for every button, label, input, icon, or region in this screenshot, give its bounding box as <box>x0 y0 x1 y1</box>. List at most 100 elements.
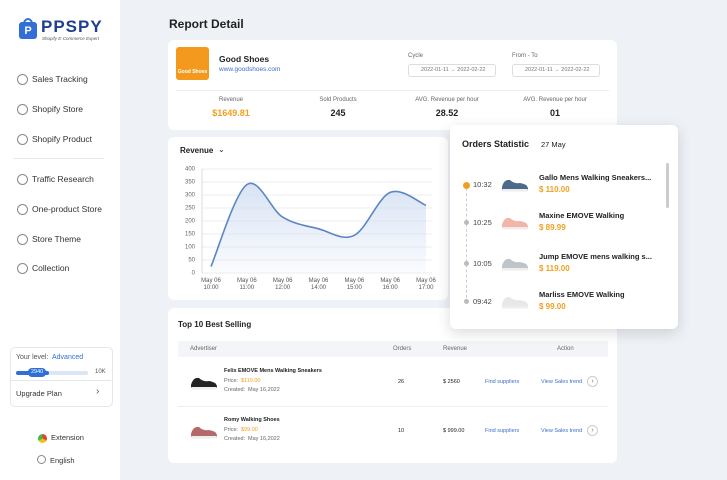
date-from: 2022-01-11 <box>525 67 553 73</box>
created-label: Created: <box>224 387 246 393</box>
nav-icon <box>17 104 28 115</box>
scrollbar <box>666 163 669 208</box>
y-tick-label: 100 <box>185 245 196 251</box>
x-tick-label: May 06 11:00 <box>236 278 257 291</box>
column-header: Action <box>557 346 574 352</box>
nav-icon <box>17 74 28 85</box>
panel-title: Orders Statistic <box>462 139 530 149</box>
logo-tagline: Shopify E-Commerce Expert <box>42 36 100 41</box>
metric-value: 245 <box>330 108 346 118</box>
section-title: Top 10 Best Selling <box>178 320 252 329</box>
language-select[interactable]: English <box>50 456 75 465</box>
page-title: Report Detail <box>169 17 244 31</box>
divider <box>14 158 104 159</box>
order-time: 10:05 <box>473 259 492 268</box>
order-price: $ 119.00 <box>539 264 570 273</box>
product-price: $119.00 <box>241 378 261 384</box>
revenue: $ 2560 <box>443 379 460 385</box>
nav-item[interactable]: Shopify Store <box>32 104 84 114</box>
chart-card: Revenue ⌄ 0 50 100 150 200 250 300 350 400 May 0… <box>168 137 448 300</box>
dropdown-caret[interactable]: ⌄ <box>218 145 225 154</box>
upgrade-plan[interactable]: Upgrade Plan <box>16 389 62 398</box>
area <box>211 183 426 273</box>
created-date: May 16,2022 <box>248 387 280 393</box>
orders-count: 26 <box>398 379 405 385</box>
line <box>210 182 427 267</box>
product-name: Felix EMOVE Mens Walking Sneakers <box>224 368 322 374</box>
store-logo-text: Good Shoes <box>177 69 208 75</box>
chevron: › <box>96 386 100 397</box>
chrome-icon <box>38 434 47 443</box>
product-name: Romy Walking Shoes <box>224 417 280 423</box>
order-name: Gallo Mens Walking Sneakers... <box>539 173 652 182</box>
product-image <box>502 296 528 309</box>
timeline-dot <box>464 299 469 304</box>
metric-label: Revenue <box>218 97 244 103</box>
column-header: Advertiser <box>190 346 218 352</box>
date-to: 2022-02-22 <box>561 67 590 73</box>
metric-label: Sold Products <box>319 97 357 103</box>
order-time: 10:25 <box>473 218 492 227</box>
row-arrow: › <box>587 425 598 436</box>
timeline <box>466 183 468 303</box>
nav-icon <box>17 234 28 245</box>
store-url[interactable]: www.goodshoes.com <box>219 66 281 73</box>
nav-item[interactable]: Store Theme <box>32 234 81 244</box>
view-trend[interactable]: View Sales trend <box>541 379 583 385</box>
product-image <box>191 426 217 439</box>
column-header: Revenue <box>443 346 468 352</box>
find-suppliers[interactable]: Find suppliers <box>485 428 520 434</box>
extension-link[interactable]: Extension <box>51 433 84 442</box>
product-image <box>502 179 528 192</box>
cycle-label: Cycle <box>408 53 424 59</box>
range-picker[interactable]: 2022-01-11 → 2022-02-22 <box>512 64 600 77</box>
nav-icon <box>17 174 28 185</box>
x-tick-label: May 06 14:00 <box>308 278 329 291</box>
x-tick-label: May 06 17:00 <box>416 278 436 291</box>
nav-icon <box>17 204 28 215</box>
y-tick-label: 150 <box>185 232 196 238</box>
view-trend[interactable]: View Sales trend <box>541 428 583 434</box>
progress-track <box>16 371 88 375</box>
order-name: Jump EMOVE mens walking s... <box>539 252 652 261</box>
metric-label: AVG. Revenue per hour <box>523 97 587 103</box>
divider <box>176 90 609 91</box>
y-tick-label: 400 <box>185 167 196 173</box>
nav-item[interactable]: Traffic Research <box>32 174 94 184</box>
nav-item[interactable]: Collection <box>32 263 70 273</box>
level-value: Advanced <box>52 354 84 361</box>
metric-value: 28.52 <box>435 108 459 118</box>
revenue-chart: 0 50 100 150 200 250 300 350 400 <box>185 167 432 277</box>
store-name: Good Shoes <box>219 54 270 64</box>
store-logo <box>176 47 209 80</box>
revenue: $ 999.00 <box>443 428 465 434</box>
level-box <box>10 347 113 407</box>
y-tick-label: 350 <box>185 180 196 186</box>
chart-title: Revenue <box>180 146 214 155</box>
product-image <box>502 217 528 230</box>
created-date: May 16,2022 <box>248 436 280 442</box>
nav-item[interactable]: One-product Store <box>32 204 102 214</box>
nav-icon <box>17 134 28 145</box>
metric-value: 01 <box>549 108 560 118</box>
order-price: $ 110.00 <box>539 185 570 194</box>
find-suppliers[interactable]: Find suppliers <box>485 379 520 385</box>
created-label: Created: <box>224 436 246 442</box>
nav-item[interactable]: Shopify Product <box>32 134 93 144</box>
y-tick-label: 0 <box>192 271 196 277</box>
order-time: 10:32 <box>473 180 492 189</box>
orders-panel <box>450 125 678 329</box>
price-label: Price: <box>224 427 239 433</box>
product-price: $99.00 <box>241 427 258 433</box>
progress-value: 2940 <box>28 368 47 377</box>
nav-item[interactable]: Sales Tracking <box>32 74 88 84</box>
cycle-picker[interactable]: 2022-01-11 → 2022-02-22 <box>408 64 496 77</box>
y-tick-label: 300 <box>185 193 196 199</box>
product-image <box>502 258 528 271</box>
order-price: $ 89.99 <box>539 223 566 232</box>
logo-icon: P <box>19 18 37 39</box>
row-arrow: › <box>587 376 598 387</box>
product-image <box>191 377 217 390</box>
logo-text: PPSPY <box>41 17 103 36</box>
